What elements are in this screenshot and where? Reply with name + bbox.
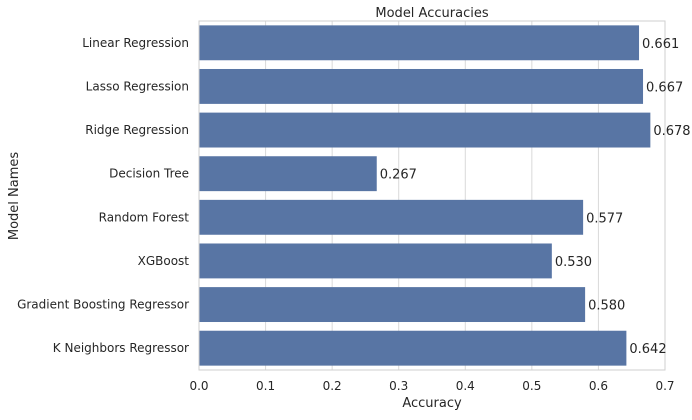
x-tick-label: 0.6	[589, 379, 608, 393]
data-label: 0.661	[642, 37, 679, 52]
x-tick-label: 0.5	[522, 379, 541, 393]
bar	[199, 199, 584, 235]
labels: 0.0 0.1 0.2 0.3 0.4 0.5 0.6 0.7 Linear Regressio…	[17, 36, 690, 393]
x-tick-label: 0.1	[256, 379, 275, 393]
x-tick-label: 0.3	[389, 379, 408, 393]
bar	[199, 243, 552, 279]
data-label: 0.642	[629, 342, 666, 357]
data-label: 0.678	[653, 124, 690, 139]
bar	[199, 112, 651, 148]
bar	[199, 330, 627, 366]
y-tick-label: Random Forest	[99, 210, 190, 224]
x-tick-label: 0.0	[189, 379, 208, 393]
y-axis-title: Model Names	[7, 152, 22, 241]
y-tick-label: Decision Tree	[109, 167, 189, 181]
data-label: 0.267	[380, 168, 417, 183]
y-tick-label: Ridge Regression	[85, 123, 189, 137]
y-tick-label: K Neighbors Regressor	[53, 341, 189, 355]
y-tick-label: Linear Regression	[82, 36, 189, 50]
bar	[199, 25, 640, 61]
data-label: 0.667	[646, 80, 683, 95]
bars	[199, 25, 651, 366]
bar	[199, 156, 377, 192]
x-tick-label: 0.4	[456, 379, 475, 393]
x-axis-title: Accuracy	[402, 396, 462, 411]
x-tick-label: 0.7	[655, 379, 674, 393]
bar	[199, 68, 644, 104]
y-tick-label: Lasso Regression	[86, 79, 189, 93]
chart-title: Model Accuracies	[375, 6, 488, 21]
data-label: 0.577	[586, 211, 623, 226]
plot-frame	[198, 20, 666, 371]
y-tick-label: Gradient Boosting Regressor	[17, 298, 189, 312]
data-label: 0.580	[588, 299, 625, 314]
data-label: 0.530	[555, 255, 592, 270]
bar	[199, 287, 586, 323]
x-tick-label: 0.2	[323, 379, 342, 393]
y-tick-label: XGBoost	[138, 254, 190, 268]
